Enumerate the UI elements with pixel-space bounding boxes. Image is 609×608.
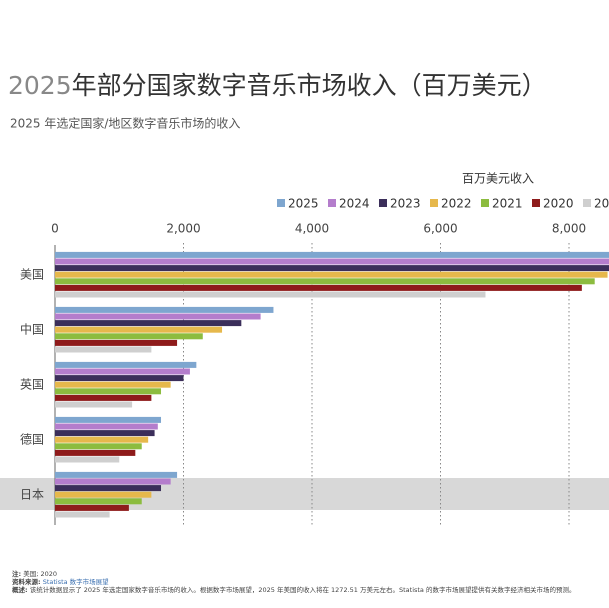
- legend-label: 2025: [288, 197, 319, 211]
- y-tick-label: 日本: [20, 488, 44, 502]
- note-label: 注:: [12, 569, 21, 578]
- bar: [55, 504, 129, 511]
- y-tick-label: 德国: [20, 432, 44, 447]
- x-tick-label: 2,000: [166, 222, 200, 236]
- legend-swatch: [532, 199, 540, 207]
- subtitle: 2025 年选定国家/地区数字音乐市场的收入: [10, 116, 240, 131]
- bar: [55, 258, 609, 265]
- bar: [55, 333, 203, 340]
- bar: [55, 401, 133, 408]
- bar: [55, 284, 582, 291]
- x-tick-label: 6,000: [423, 222, 457, 236]
- legend-swatch: [481, 199, 489, 207]
- bar: [55, 449, 136, 456]
- note-note: 注: 美国; 2020: [12, 569, 57, 578]
- bar: [55, 368, 190, 375]
- legend-swatch: [328, 199, 336, 207]
- summary-label: 概述:: [12, 585, 28, 594]
- bar: [55, 346, 152, 353]
- x-axis-label: 百万美元收入: [462, 172, 534, 186]
- bar: [55, 394, 152, 401]
- chart-title: 2025年部分国家数字音乐市场收入（百万美元）: [8, 71, 547, 100]
- bar: [55, 381, 171, 388]
- bar: [55, 443, 142, 450]
- summary-text: 该统计数据显示了 2025 年选定国家数字音乐市场的收入。根据数字市场展望，20…: [30, 585, 576, 594]
- bar: [55, 313, 261, 320]
- bar: [55, 478, 171, 485]
- y-tick-label: 中国: [20, 322, 44, 337]
- y-tick-label: 美国: [20, 268, 44, 282]
- title-rest: 年部分国家数字音乐市场收入（百万美元）: [72, 71, 547, 100]
- bar: [55, 271, 608, 278]
- bar: [55, 320, 242, 327]
- y-tick-label: 英国: [20, 378, 44, 392]
- note-summary: 概述: 该统计数据显示了 2025 年选定国家数字音乐市场的收入。根据数字市场展…: [12, 585, 575, 594]
- x-tick-label: 4,000: [295, 222, 329, 236]
- title-year: 2025: [8, 71, 72, 100]
- bar: [55, 361, 197, 368]
- bar: [55, 436, 149, 443]
- legend-swatch: [277, 199, 285, 207]
- bar: [55, 498, 142, 505]
- bar: [55, 251, 609, 258]
- source-label: 资料来源:: [12, 577, 41, 586]
- legend-label: 2023: [390, 197, 421, 211]
- legend-swatch: [583, 199, 591, 207]
- note-source: 资料来源: Statista 数字市场展望: [12, 577, 109, 586]
- legend-label: 2022: [441, 197, 472, 211]
- bar: [55, 278, 595, 285]
- bar: [55, 326, 223, 333]
- bar: [55, 291, 486, 298]
- note-text: 美国; 2020: [23, 569, 57, 578]
- bar: [55, 339, 178, 346]
- bar: [55, 430, 155, 437]
- x-tick-label: 0: [51, 222, 59, 236]
- bar: [55, 416, 162, 423]
- bar: [55, 471, 178, 478]
- legend-label: 2020: [543, 197, 574, 211]
- x-tick-label: 8,000: [552, 222, 586, 236]
- legend-swatch: [379, 199, 387, 207]
- bar: [55, 375, 184, 382]
- legend-label: 2024: [339, 197, 370, 211]
- bar: [55, 388, 162, 395]
- legend-label: 2021: [492, 197, 523, 211]
- bar: [55, 485, 162, 492]
- bar: [55, 456, 120, 463]
- bar: [55, 491, 152, 498]
- source-text: Statista 数字市场展望: [43, 577, 109, 586]
- bar: [55, 265, 609, 272]
- legend-label: 2019: [594, 197, 609, 211]
- bar: [55, 511, 110, 518]
- bar: [55, 423, 158, 430]
- legend-swatch: [430, 199, 438, 207]
- bar: [55, 306, 274, 313]
